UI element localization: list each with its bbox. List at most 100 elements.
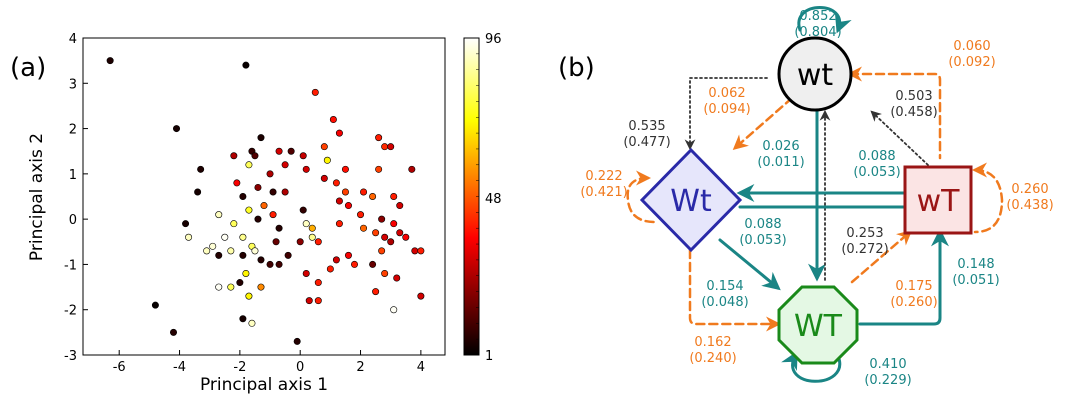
scatter-point [254, 183, 262, 191]
scatter-point [299, 152, 307, 160]
scatter-point [245, 161, 253, 169]
scatter-point [245, 206, 253, 214]
scatter-point [296, 238, 304, 246]
scatter-point [227, 247, 235, 255]
scatter-point [239, 193, 247, 201]
edge-label-WT-wT: 0.175 [895, 279, 932, 294]
x-tick-label: -4 [173, 360, 186, 375]
edge-label-wt-wt: (0.804) [794, 25, 841, 40]
scatter-point [314, 238, 322, 246]
scatter-tick-labels: -6 -4 -2 0 2 4 -3 -2 -1 0 1 2 3 4 [64, 32, 425, 375]
scatter-point [360, 188, 368, 196]
scatter-point [197, 165, 205, 173]
scatter-point [378, 247, 386, 255]
edge-wT-wT [972, 162, 1004, 234]
y-tick-label: 0 [69, 213, 77, 228]
edge-label-wT-wt: (0.458) [890, 105, 937, 120]
node-wT: wT [903, 165, 973, 235]
edge-label-WT-wT: (0.260) [890, 295, 937, 310]
node-Wt-label: Wt [670, 184, 712, 219]
edge-label-wt-wT: (0.092) [948, 55, 995, 70]
edge-WT-wT [850, 230, 913, 284]
node-wt-label: wt [797, 58, 834, 93]
scatter-point [390, 193, 398, 201]
edge-label-wT-Wt: (0.053) [853, 165, 900, 180]
panel-b-label: (b) [558, 53, 595, 83]
scatter-point [182, 220, 190, 228]
edge-label-WT-wt: (0.272) [841, 242, 888, 257]
node-Wt: Wt [639, 147, 743, 253]
scatter-point [194, 188, 202, 196]
scatter-point [314, 297, 322, 305]
edge-label-Wt-wt: 0.535 [628, 119, 665, 134]
scatter-point [372, 229, 380, 237]
edge-Wt-WT [718, 238, 781, 291]
scatter-point [357, 211, 365, 219]
colorbar-tick-label: 96 [485, 32, 502, 47]
scatter-point [281, 161, 289, 169]
scatter-point [369, 193, 377, 201]
scatter-point [215, 283, 223, 291]
scatter-point [411, 247, 419, 255]
scatter-point [393, 274, 401, 282]
scatter-point [311, 88, 319, 96]
scatter-point [287, 147, 295, 155]
edge-label-wT-WT: 0.148 [957, 257, 994, 272]
y-tick-label: -3 [64, 349, 77, 364]
x-tick-label: -6 [113, 360, 126, 375]
edge-wT-wt [870, 110, 929, 166]
edge-Wt-Wt [626, 170, 657, 224]
scatter-point [308, 233, 316, 241]
scatter-point [245, 292, 253, 300]
scatter-point [257, 256, 265, 264]
edge-wt-wt [797, 6, 852, 34]
scatter-point [293, 337, 301, 345]
scatter-point [227, 283, 235, 291]
edge-Wt-wt [684, 77, 771, 151]
edge-label-Wt-Wt: (0.421) [580, 185, 627, 200]
scatter-point [305, 297, 313, 305]
scatter-point [221, 233, 229, 241]
scatter-point [417, 247, 425, 255]
edge-label-WT-wt: 0.253 [846, 226, 883, 241]
node-WT: WT [777, 285, 859, 365]
colorbar-tick-labels: 1 48 96 [476, 32, 502, 364]
scatter-point [266, 170, 274, 178]
scatter-point [215, 211, 223, 219]
edge-label-wt-wt: 0.852 [799, 9, 836, 24]
scatter-point [251, 152, 259, 160]
scatter-point [375, 134, 383, 142]
scatter-point [387, 238, 395, 246]
scatter-point [251, 247, 259, 255]
scatter-point [302, 165, 310, 173]
edge-Wt-WT [688, 248, 781, 332]
colorbar-tick-label: 48 [485, 192, 502, 207]
scatter-point [242, 61, 250, 69]
y-tick-label: 2 [69, 123, 77, 138]
y-tick-label: 4 [69, 32, 77, 47]
scatter-point [344, 202, 352, 210]
scatter-point [284, 251, 292, 259]
scatter-point [203, 247, 211, 255]
scatter-point [390, 306, 398, 314]
edge-label-wt-Wt: (0.094) [703, 102, 750, 117]
edge-labels: 0.852(0.804) 0.060(0.092) 0.062(0.094) 0.53… [580, 9, 1053, 388]
scatter-point [381, 233, 389, 241]
scatter-point [185, 233, 193, 241]
scatter-point [242, 269, 250, 277]
scatter-point [106, 57, 114, 65]
scatter-point [314, 279, 322, 287]
scatter-point [372, 288, 380, 296]
scatter-point [381, 143, 389, 151]
scatter-point [170, 328, 178, 336]
edge-label-Wt-wT: (0.053) [739, 233, 786, 248]
x-tick-label: 4 [417, 360, 425, 375]
scatter-point [215, 251, 223, 259]
node-wT-label: wT [917, 184, 961, 219]
scatter-point [239, 251, 247, 259]
scatter-point [341, 188, 349, 196]
scatter-point [302, 269, 310, 277]
scatter-point [341, 165, 349, 173]
edge-label-wT-wT: 0.260 [1011, 182, 1048, 197]
